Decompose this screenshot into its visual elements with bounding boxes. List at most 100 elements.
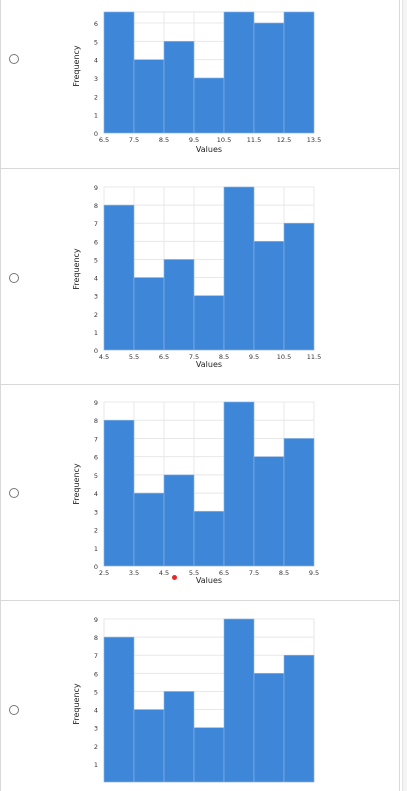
- scrollbar[interactable]: [402, 0, 407, 791]
- radio-button-option-4[interactable]: [9, 705, 19, 715]
- y-tick-label: 2: [94, 527, 98, 535]
- cursor-marker: [172, 575, 177, 580]
- histogram-bar: [193, 77, 225, 134]
- x-tick-label: 7.5: [249, 569, 259, 577]
- y-tick-label: 5: [94, 472, 98, 480]
- option-divider: [0, 600, 400, 601]
- y-tick-label: 1: [94, 545, 98, 553]
- x-tick-label: 8.5: [219, 353, 229, 361]
- x-axis-label: Values: [196, 145, 222, 154]
- x-tick-label: 6.5: [99, 136, 109, 144]
- y-tick-label: 5: [94, 38, 98, 46]
- histogram-bar: [253, 456, 285, 567]
- y-tick-label: 3: [94, 508, 98, 516]
- histogram-bar: [223, 11, 255, 134]
- x-tick-label: 13.5: [307, 136, 321, 144]
- histogram-bar: [283, 438, 315, 567]
- x-tick-label: 3.5: [129, 569, 139, 577]
- y-tick-label: 3: [94, 75, 98, 83]
- x-tick-label: 2.5: [99, 569, 109, 577]
- answer-option-1[interactable]: 0 1 2 3 4 5 6 6.5 7.5 8.5 9.5 10.5 11.5 12.5 13.5 Frequ…: [0, 0, 400, 168]
- y-tick-label: 8: [94, 634, 98, 642]
- histogram-bar: [163, 474, 195, 567]
- histogram-bar: [283, 222, 315, 351]
- x-tick-label: 10.5: [217, 136, 231, 144]
- histogram-bar: [223, 618, 255, 783]
- histogram-bar: [133, 277, 165, 351]
- histogram-bar: [133, 59, 165, 134]
- x-tick-label: 5.5: [129, 353, 139, 361]
- histogram-bar: [223, 401, 255, 567]
- histogram-bar: [193, 727, 225, 783]
- x-tick-label: 9.5: [249, 353, 259, 361]
- y-tick-label: 9: [94, 399, 98, 407]
- histogram-bar: [223, 186, 255, 351]
- y-tick-label: 6: [94, 454, 98, 462]
- y-tick-label: 6: [94, 670, 98, 678]
- x-tick-label: 6.5: [219, 569, 229, 577]
- x-tick-label: 9.5: [189, 136, 199, 144]
- option-divider: [0, 168, 400, 169]
- y-tick-label: 6: [94, 20, 98, 28]
- histogram-chart-option-3: 0 1 2 3 4 5 6 7 8 9 2.5 3.5 4.5 5.5 6.5 7.5 8.5 9.5 Freque…: [72, 399, 319, 585]
- y-tick-label: 4: [94, 275, 98, 283]
- histogram-bar: [283, 654, 315, 783]
- y-tick-label: 7: [94, 220, 98, 228]
- y-tick-label: 0: [94, 347, 98, 355]
- y-tick-label: 9: [94, 616, 98, 624]
- y-tick-label: 2: [94, 743, 98, 751]
- answer-option-3[interactable]: 0 1 2 3 4 5 6 7 8 9 2.5 3.5 4.5 5.5 6.5 7.5 8.5 9.5 Freque…: [0, 385, 400, 600]
- answer-option-2[interactable]: 0 1 2 3 4 5 6 7 8 9 4.5 5.5 6.5 7.5 8.5 9.5 10.5 11.5 Freq…: [0, 169, 400, 384]
- radio-button-option-1[interactable]: [9, 54, 19, 64]
- x-tick-label: 7.5: [189, 353, 199, 361]
- histogram-bar: [253, 673, 285, 783]
- histogram-bar: [133, 492, 165, 567]
- y-tick-label: 5: [94, 256, 98, 264]
- y-tick-label: 1: [94, 761, 98, 769]
- y-tick-label: 7: [94, 435, 98, 443]
- y-tick-label: 8: [94, 202, 98, 210]
- option-divider: [0, 384, 400, 385]
- histogram-bar: [163, 259, 195, 351]
- x-tick-label: 12.5: [277, 136, 291, 144]
- histogram-bar: [253, 22, 285, 134]
- y-tick-label: 1: [94, 112, 98, 120]
- x-tick-label: 7.5: [129, 136, 139, 144]
- y-tick-label: 9: [94, 184, 98, 192]
- histogram-bar: [163, 691, 195, 783]
- y-axis-label: Frequency: [72, 45, 81, 87]
- x-axis-label: Values: [196, 360, 222, 369]
- y-tick-label: 0: [94, 130, 98, 138]
- y-axis-label: Frequency: [72, 248, 81, 290]
- x-tick-label: 11.5: [307, 353, 321, 361]
- y-tick-label: 2: [94, 93, 98, 101]
- y-tick-label: 3: [94, 725, 98, 733]
- x-tick-label: 8.5: [159, 136, 169, 144]
- x-tick-label: 8.5: [279, 569, 289, 577]
- radio-button-option-3[interactable]: [9, 488, 19, 498]
- y-tick-label: 2: [94, 311, 98, 319]
- y-tick-label: 5: [94, 688, 98, 696]
- histogram-bar: [103, 419, 135, 567]
- x-tick-label: 4.5: [99, 353, 109, 361]
- y-tick-label: 4: [94, 490, 98, 498]
- y-tick-label: 6: [94, 238, 98, 246]
- histogram-bar: [103, 11, 135, 134]
- y-tick-label: 8: [94, 417, 98, 425]
- radio-button-option-2[interactable]: [9, 273, 19, 283]
- y-tick-label: 0: [94, 563, 98, 571]
- y-tick-label: 3: [94, 293, 98, 301]
- histogram-bar: [103, 636, 135, 783]
- histogram-bar: [103, 204, 135, 351]
- histogram-bar: [193, 511, 225, 567]
- histogram-bar: [133, 709, 165, 783]
- x-tick-label: 5.5: [189, 569, 199, 577]
- histogram-chart-option-1: 0 1 2 3 4 5 6 6.5 7.5 8.5 9.5 10.5 11.5 12.5 13.5 Frequ…: [72, 11, 321, 154]
- y-axis-label: Frequency: [72, 683, 81, 725]
- x-tick-label: 4.5: [159, 569, 169, 577]
- answer-option-4[interactable]: 1 2 3 4 5 6 7 8 9 Frequency: [0, 601, 400, 791]
- histogram-chart-option-2: 0 1 2 3 4 5 6 7 8 9 4.5 5.5 6.5 7.5 8.5 9.5 10.5 11.5 Freq…: [72, 184, 321, 369]
- histogram-bar: [283, 11, 315, 134]
- y-axis-label: Frequency: [72, 463, 81, 505]
